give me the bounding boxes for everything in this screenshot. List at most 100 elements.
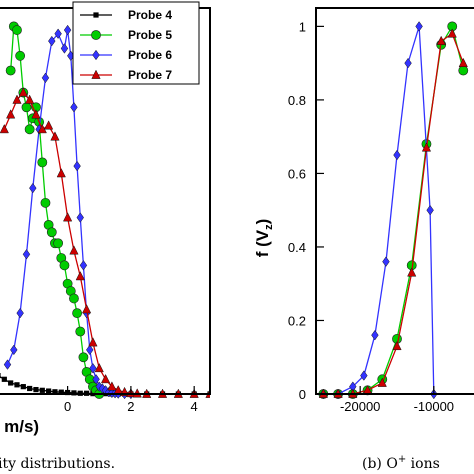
left-probe-7-point — [63, 212, 73, 222]
left-series-group — [0, 21, 210, 400]
left-probe-5-point — [12, 25, 22, 35]
right-series-group — [318, 21, 469, 400]
left-probe-5-point — [37, 157, 48, 168]
right-plot-frame — [315, 7, 474, 395]
left-x-tick-label: 2 — [127, 399, 134, 414]
right-probe-7-point — [392, 340, 402, 351]
legend-probe-7-label: Probe 7 — [128, 68, 172, 82]
right-caption-pre: (b) O — [362, 456, 398, 472]
left-x-tick-label: 4 — [191, 399, 198, 414]
right-x-tick-label: -10000 — [414, 399, 454, 414]
left-x-tick-label: 0 — [64, 399, 71, 414]
left-probe-7-point — [37, 123, 47, 134]
right-probe-6-point — [404, 57, 412, 69]
left-probe-5-point — [59, 260, 70, 271]
right-caption: (b) O+ ions — [362, 454, 440, 472]
right-probe-7-point — [436, 35, 446, 45]
left-probe-5-point — [5, 65, 16, 76]
left-probe-4-point — [52, 389, 58, 395]
right-y-axis-label-main: f (V — [253, 229, 272, 257]
right-y-tick-label: 0.6 — [288, 166, 306, 181]
left-probe-4-point — [0, 373, 1, 379]
left-probe-7-point — [56, 168, 66, 178]
left-probe-5-point — [21, 102, 32, 113]
left-probe-4-point — [71, 390, 77, 396]
left-probe-4-point — [14, 382, 20, 388]
right-caption-post: ions — [406, 456, 440, 472]
left-probe-6-point — [79, 260, 88, 271]
left-x-ticks: 0 2 4 — [64, 386, 198, 414]
left-probe-5-point — [40, 197, 51, 208]
left-probe-7-point — [107, 381, 117, 391]
left-probe-5-point — [78, 352, 89, 363]
left-probe-7-point — [31, 109, 41, 119]
left-probe-5-point — [15, 50, 26, 61]
left-probe-4-point — [1, 376, 7, 382]
left-x-axis-label: 6m/s) — [0, 416, 39, 436]
right-probe-6-point — [426, 204, 434, 216]
left-probe-4-point — [58, 389, 64, 395]
left-probe-6-point — [22, 249, 31, 260]
left-probe-6-point — [10, 344, 18, 356]
right-probe-6-line — [323, 26, 435, 395]
left-probe-6-point — [89, 363, 97, 374]
left-caption: ity distributions. — [0, 456, 115, 472]
legend-probe-5-label: Probe 5 — [128, 28, 172, 42]
left-probe-4-point — [8, 380, 14, 386]
right-y-axis-label-close: ) — [253, 219, 272, 225]
left-probe-5-point — [72, 308, 83, 319]
left-probe-6-point — [76, 212, 84, 223]
right-y-ticks: 0 0.2 0.4 0.6 0.8 1 — [288, 19, 324, 402]
left-probe-6-point — [48, 35, 56, 47]
legend-probe-4-marker — [93, 12, 99, 18]
left-probe-7-point — [0, 123, 9, 134]
left-probe-7-point — [44, 120, 54, 130]
right-probe-6-point — [393, 149, 401, 161]
left-probe-4-point — [39, 387, 45, 393]
right-probe-7-point — [377, 377, 387, 387]
right-y-tick-label: 0 — [299, 387, 306, 402]
left-probe-6-point — [73, 160, 81, 172]
left-probe-7-point — [25, 94, 35, 104]
legend-probe-6-label: Probe 6 — [128, 48, 172, 62]
left-probe-4-point — [20, 384, 26, 390]
legend: Probe 4 Probe 5 Probe 6 Probe 7 — [72, 1, 200, 85]
left-probe-6-point — [29, 182, 37, 194]
right-x-tick-label: -20000 — [340, 399, 380, 414]
left-probe-6-point — [92, 374, 100, 385]
left-probe-7-point — [69, 245, 79, 255]
left-probe-6-point — [3, 359, 12, 370]
left-probe-6-line — [6, 29, 131, 395]
left-probe-5-point — [46, 227, 57, 238]
right-y-axis-label: f (Vz) — [253, 219, 275, 258]
left-x-axis-label-unit: m/s) — [4, 417, 39, 436]
left-probe-7-line — [3, 91, 210, 395]
legend-probe-4-label: Probe 4 — [128, 8, 172, 22]
legend-probe-7-marker — [91, 69, 101, 79]
right-probe-6-point — [382, 256, 390, 267]
left-probe-6-point — [86, 344, 94, 356]
left-probe-7-point — [88, 337, 98, 347]
left-probe-7-point — [81, 304, 92, 314]
left-probe-6-point — [41, 72, 50, 84]
left-probe-6-point — [60, 43, 69, 54]
left-probe-6-point — [70, 102, 78, 113]
right-probe-7-point — [407, 267, 417, 277]
left-probe-5-point — [69, 293, 79, 304]
right-x-ticks: -20000 -10000 — [340, 386, 454, 414]
left-plot-area — [0, 21, 210, 400]
right-y-tick-label: 0.4 — [288, 240, 306, 255]
right-y-tick-label: 1 — [299, 19, 306, 34]
left-probe-7-point — [50, 131, 60, 141]
right-probe-7-point — [447, 28, 457, 38]
left-probe-7-point — [100, 373, 111, 384]
right-probe-7-point — [421, 142, 432, 152]
legend-probe-6-marker — [92, 49, 100, 61]
right-y-tick-label: 0.2 — [288, 313, 306, 328]
right-probe-5-point — [458, 65, 469, 76]
left-probe-6-point — [16, 307, 24, 319]
left-probe-7-point — [94, 362, 104, 373]
left-probe-7-point — [6, 109, 16, 119]
left-probe-7-point — [12, 94, 22, 104]
